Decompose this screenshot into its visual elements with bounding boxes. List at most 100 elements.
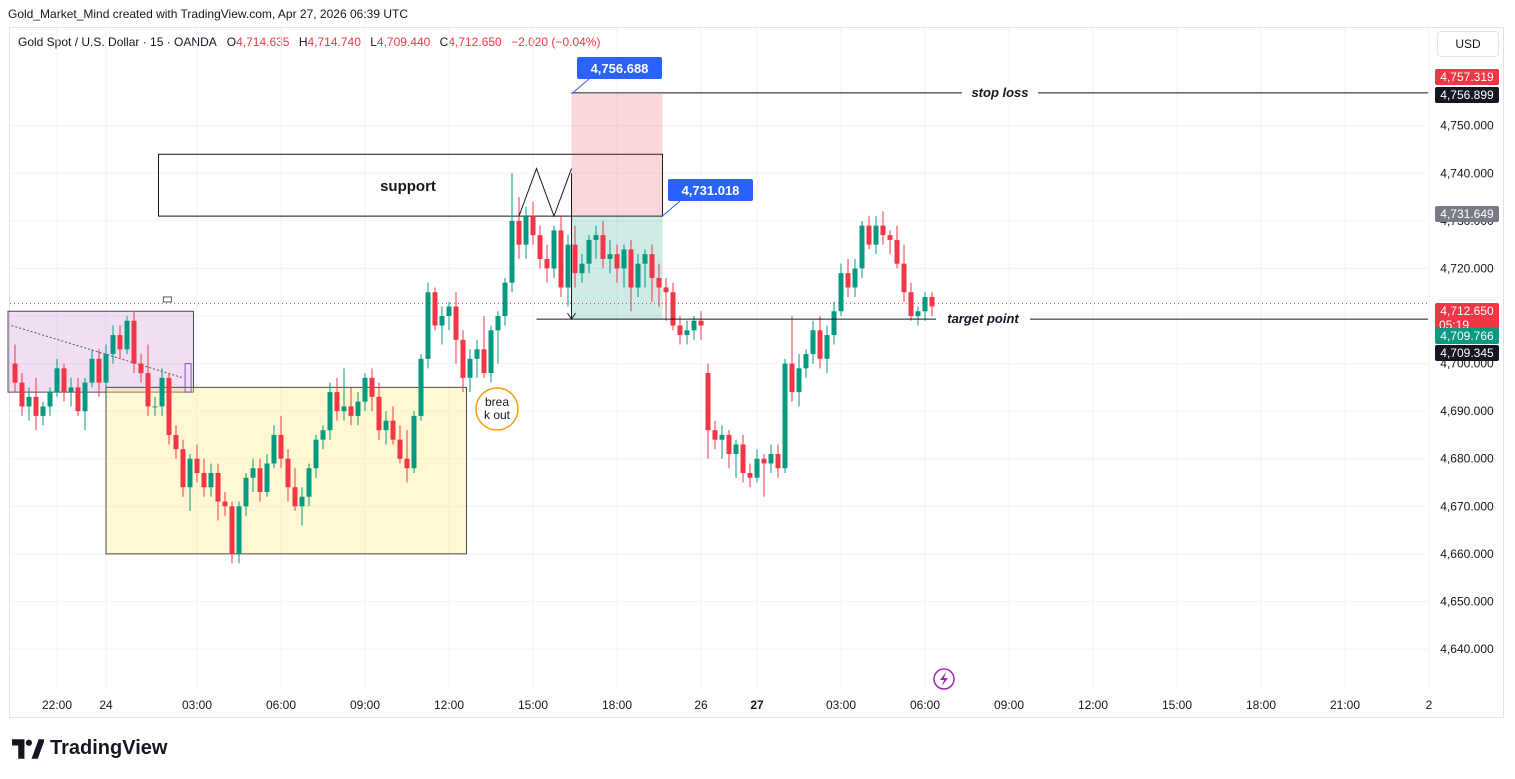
candle-up	[579, 263, 585, 274]
candle-up	[355, 401, 361, 416]
chart-credit: Gold_Market_Mind created with TradingVie…	[8, 7, 408, 21]
y-tick-label: 4,640.000	[1440, 642, 1494, 656]
candle-up	[320, 430, 326, 440]
candle-up	[810, 330, 816, 355]
y-tick-label: 4,660.000	[1440, 547, 1494, 561]
candle-down	[789, 363, 795, 393]
candle-up	[565, 244, 571, 288]
candle-down	[390, 420, 396, 440]
candle-down	[481, 349, 487, 374]
candle-up	[68, 387, 74, 393]
candle-down	[866, 225, 872, 245]
candle-down	[677, 325, 683, 336]
candle-down	[705, 373, 711, 431]
candle-down	[96, 358, 102, 383]
flag-marker	[184, 363, 192, 393]
candle-up	[831, 311, 837, 336]
candle-up	[873, 225, 879, 245]
callout-mid-tail	[662, 200, 681, 217]
candle-down	[33, 396, 39, 416]
candle-down	[537, 235, 543, 259]
close-value: 4,712.650	[448, 35, 502, 49]
candle-down	[901, 263, 907, 293]
support-label: support	[380, 178, 436, 195]
currency-button[interactable]: USD	[1437, 31, 1499, 57]
y-tick-label: 4,750.000	[1440, 119, 1494, 133]
candle-up	[642, 254, 648, 264]
stop-loss-label-bg	[962, 84, 1038, 101]
tag-target	[1435, 345, 1499, 361]
candle-down	[180, 449, 186, 488]
candle-down	[929, 296, 935, 307]
x-tick-label: 15:00	[518, 698, 548, 712]
candle-up	[684, 330, 690, 336]
candle-up	[754, 458, 760, 478]
candle-down	[572, 244, 578, 274]
callout-mid-text: 4,731.018	[682, 183, 740, 198]
candle-down	[292, 487, 298, 507]
candle-up	[796, 368, 802, 393]
small-marker	[162, 296, 172, 303]
tag-target-label: 4,709.345	[1440, 346, 1494, 360]
candle-up	[425, 292, 431, 359]
candle-up	[236, 506, 242, 554]
candle-up	[362, 377, 368, 402]
breakout-circle	[475, 387, 519, 431]
candle-down	[19, 382, 25, 407]
x-tick-label: 12:00	[434, 698, 464, 712]
candle-up	[586, 239, 592, 264]
tag-stop-high	[1435, 69, 1499, 85]
candle-down	[558, 230, 564, 288]
tag-last-price-label: 4,712.650	[1440, 304, 1494, 318]
y-tick-label: 4,740.000	[1440, 166, 1494, 180]
candle-up	[635, 263, 641, 288]
candle-down	[432, 292, 438, 326]
candle-up	[502, 282, 508, 317]
candle-up	[313, 439, 319, 469]
candle-up	[488, 330, 494, 374]
candle-up	[250, 468, 256, 478]
candle-up	[54, 368, 60, 393]
candle-down	[544, 258, 550, 269]
candle-up	[803, 354, 809, 369]
candle-down	[404, 458, 410, 469]
high-value: 4,714.740	[307, 35, 361, 49]
candle-down	[649, 254, 655, 278]
candle-down	[460, 339, 466, 378]
trend-line	[11, 325, 184, 379]
y-tick-label: 4,670.000	[1440, 499, 1494, 513]
brand-name: TradingView	[50, 737, 168, 759]
x-tick-label: 06:00	[910, 698, 940, 712]
x-tick-label: 22:00	[42, 698, 72, 712]
target-point-label-bg	[936, 311, 1030, 328]
candle-up	[299, 496, 305, 507]
candle-up	[40, 406, 46, 416]
callout-top-text: 4,756.688	[591, 61, 649, 76]
candle-up	[159, 377, 165, 407]
candle-down	[131, 320, 137, 364]
candle-down	[663, 287, 669, 293]
symbol-name[interactable]: Gold Spot / U.S. Dollar · 15 · OANDA	[18, 35, 217, 49]
candle-up	[124, 320, 130, 350]
candle-down	[117, 335, 123, 350]
candle-down	[257, 468, 263, 493]
candle-down	[376, 396, 382, 431]
candle-up	[341, 406, 347, 412]
candle-up	[383, 420, 389, 431]
close-label: C	[439, 35, 449, 49]
candle-up	[411, 415, 417, 469]
x-tick-label: 09:00	[350, 698, 380, 712]
x-tick-label: 21:00	[1330, 698, 1360, 712]
candle-down	[516, 220, 522, 245]
candle-up	[327, 392, 333, 431]
y-tick-label: 4,650.000	[1440, 594, 1494, 608]
candle-up	[271, 434, 277, 464]
y-tick-label: 4,720.000	[1440, 261, 1494, 275]
candle-up	[474, 349, 480, 359]
candle-down	[740, 444, 746, 473]
candle-up	[208, 472, 214, 488]
candle-down	[278, 434, 284, 459]
candle-up	[607, 254, 613, 259]
candle-up	[852, 268, 858, 288]
